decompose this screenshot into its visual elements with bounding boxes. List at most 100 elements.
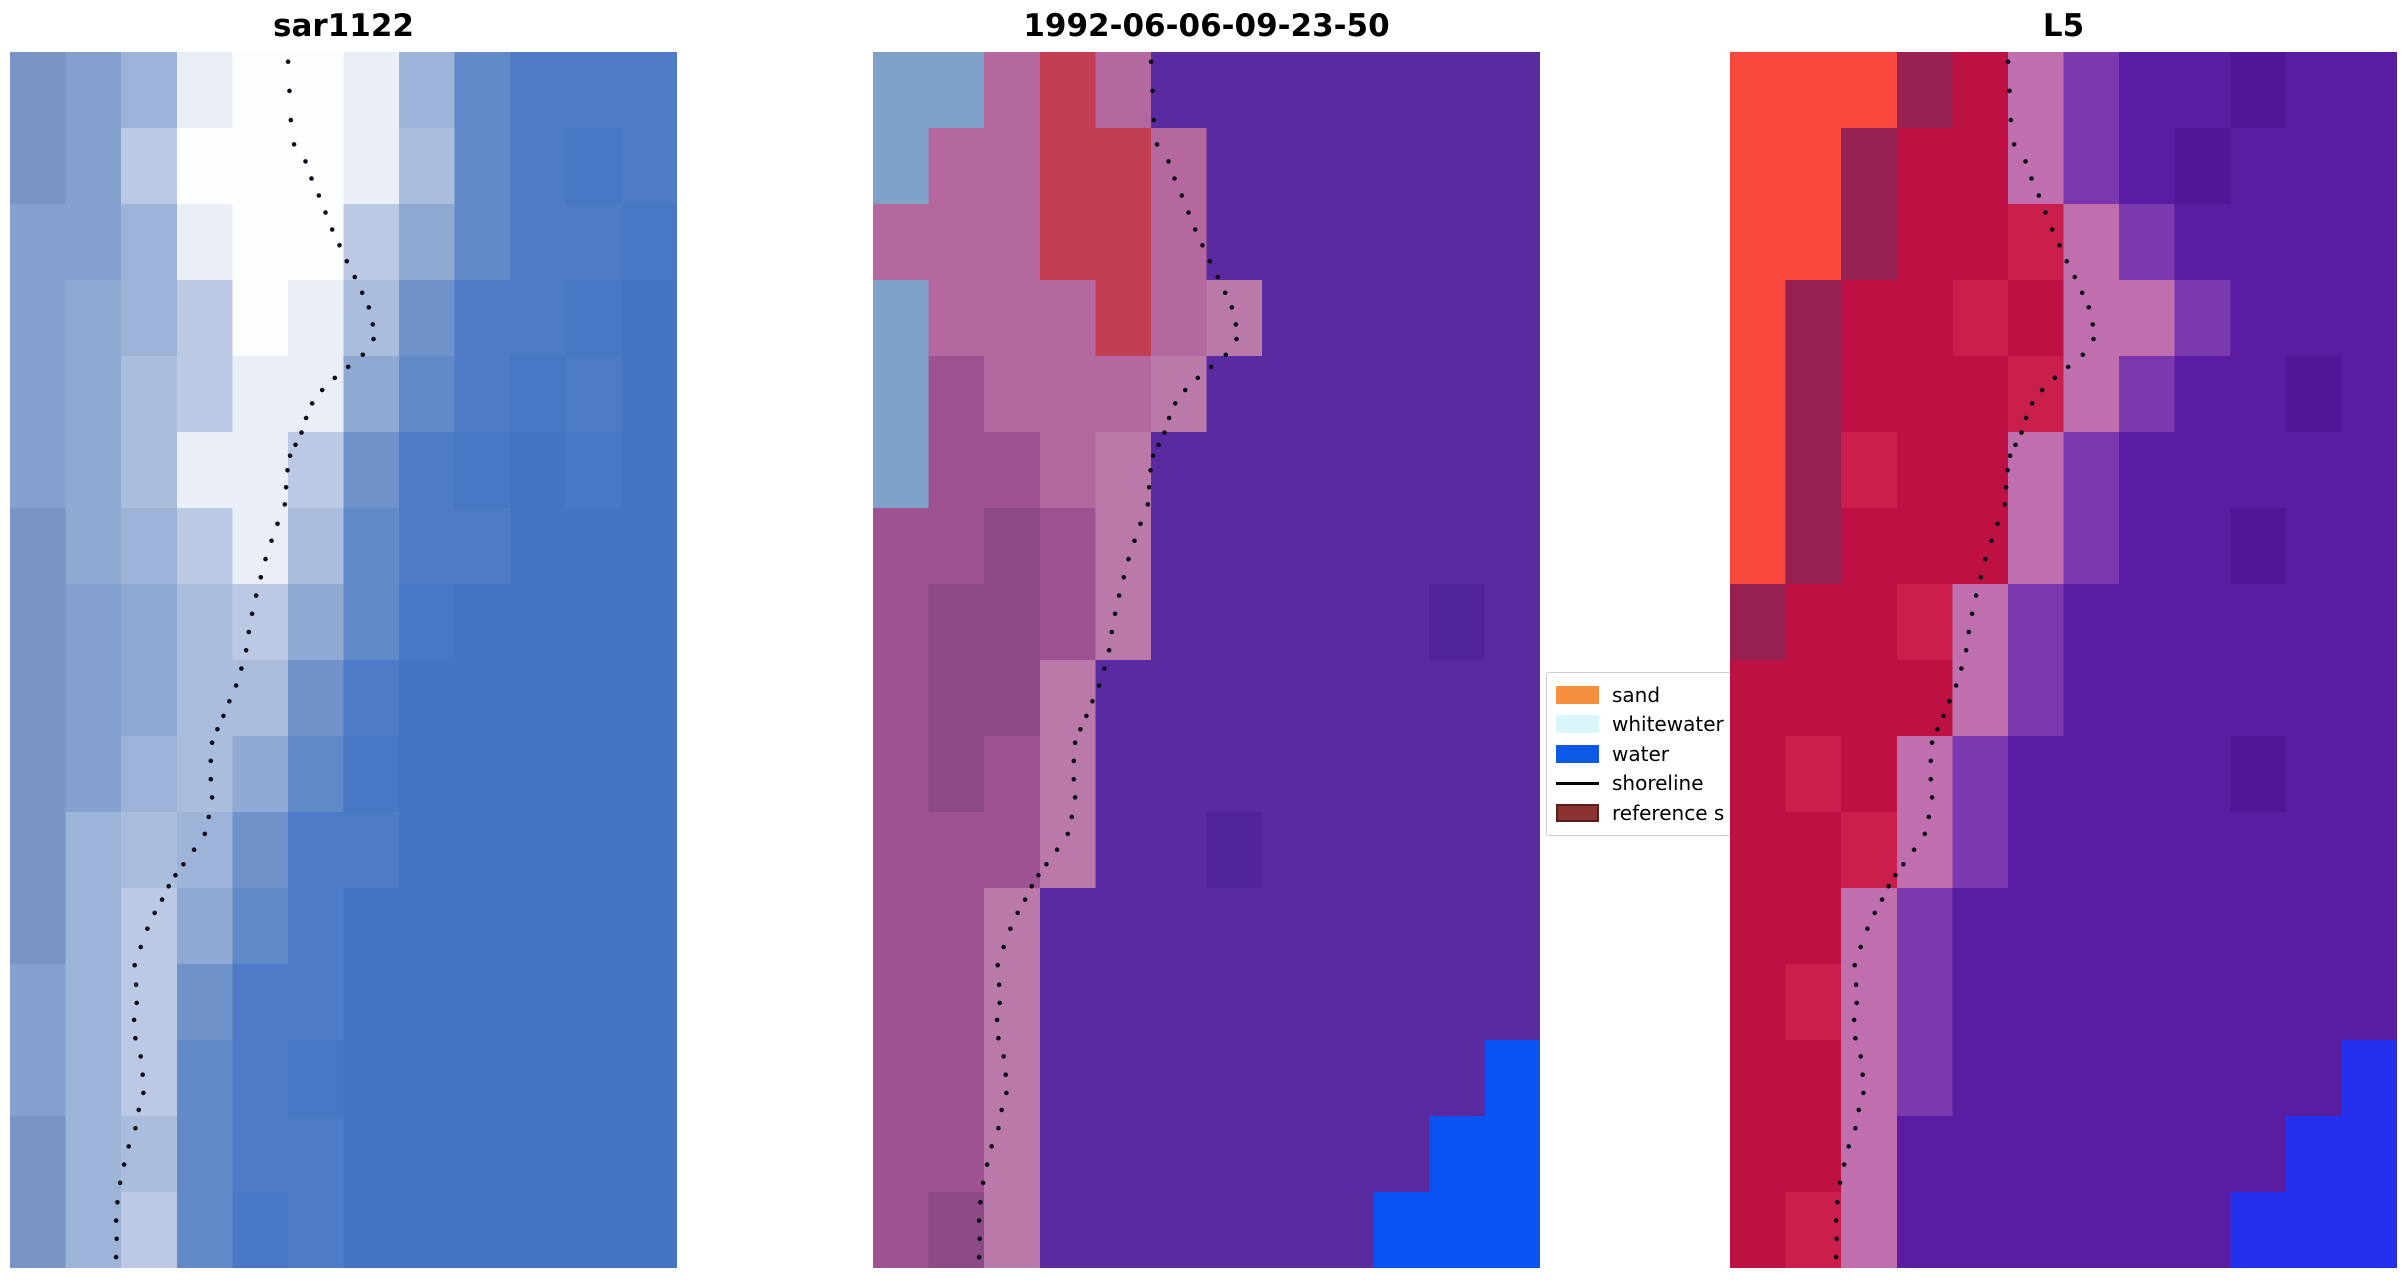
l5-image	[1730, 52, 2397, 1268]
panel-l5	[1730, 52, 2397, 1268]
legend-color-swatch	[1556, 715, 1599, 734]
shoreline-dot	[1846, 1144, 1851, 1149]
legend-line-swatch	[1556, 781, 1599, 785]
shoreline-dot	[1854, 1000, 1859, 1006]
shoreline-dot	[152, 910, 157, 916]
shoreline-dot	[2039, 387, 2045, 393]
shoreline-dot	[2052, 375, 2058, 381]
shoreline-dot	[303, 415, 309, 421]
shoreline-dot	[1179, 193, 1185, 198]
shoreline-dot	[1072, 795, 1078, 800]
shoreline-dot	[117, 1180, 123, 1186]
shoreline-dot	[1151, 117, 1157, 123]
shoreline-dot	[995, 962, 1000, 968]
legend-item-shoreline: shoreline	[1556, 769, 1875, 799]
shoreline-dot	[2011, 142, 2017, 147]
shoreline-dot	[997, 1000, 1002, 1006]
shoreline-dot	[2013, 442, 2018, 448]
shoreline-dot	[2007, 88, 2012, 94]
panel-title-date: 1992-06-06-09-23-50	[1023, 8, 1390, 44]
shoreline-dot	[2005, 468, 2010, 473]
shoreline-dot	[2057, 243, 2062, 248]
shoreline-dot	[1146, 485, 1152, 490]
shoreline-dot	[140, 1072, 145, 1077]
shoreline-dot	[1065, 831, 1071, 837]
shoreline-dot	[1941, 713, 1946, 719]
shoreline-dot	[1121, 575, 1127, 580]
legend-label: sand	[1612, 682, 1661, 707]
shoreline-dot	[1959, 666, 1964, 671]
shoreline-dot	[309, 176, 314, 181]
shoreline-dot	[1071, 776, 1077, 782]
shoreline-dot	[215, 727, 220, 732]
shoreline-dot	[1172, 401, 1178, 406]
shoreline-dot	[976, 1254, 982, 1260]
shoreline-dot	[2079, 290, 2085, 296]
shoreline-dot	[1036, 872, 1041, 878]
shoreline-dot	[1886, 883, 1891, 889]
shoreline-dot	[239, 666, 244, 671]
shoreline-dot	[1182, 387, 1188, 393]
shoreline-dot	[1200, 243, 1205, 248]
shoreline-dot	[2036, 193, 2042, 198]
legend-color-swatch	[1556, 685, 1599, 704]
shoreline-dot	[344, 258, 350, 264]
shoreline-dot	[285, 59, 291, 64]
shoreline-dot	[1069, 814, 1075, 820]
legend-label: shoreline	[1612, 771, 1704, 796]
shoreline-dot	[1192, 227, 1198, 232]
shoreline-dot	[1853, 1035, 1858, 1041]
shoreline-dot	[1928, 776, 1934, 782]
shoreline-dot	[1054, 847, 1060, 852]
shoreline-dot	[209, 795, 215, 800]
shoreline-dot	[159, 897, 165, 902]
shoreline-dot	[1856, 1107, 1861, 1113]
shoreline-dot	[249, 611, 255, 617]
shoreline-dot	[138, 944, 143, 950]
shoreline-dot	[208, 776, 214, 782]
shoreline-dot	[113, 1254, 119, 1260]
shoreline-dot	[1872, 910, 1877, 916]
shoreline-dot	[2005, 59, 2011, 64]
shoreline-dot	[1166, 159, 1171, 164]
shoreline-dot	[319, 387, 325, 393]
shoreline-dot	[166, 883, 171, 889]
shoreline-dot	[360, 352, 366, 358]
shoreline-dot	[113, 1218, 119, 1223]
shoreline-dot	[287, 453, 293, 459]
shoreline-dot	[132, 962, 137, 968]
shoreline-dot	[1148, 59, 1154, 64]
shoreline-dot	[288, 117, 294, 123]
shoreline-dot	[996, 982, 1002, 987]
legend-label: whitewater	[1612, 712, 1724, 737]
shoreline-dot	[121, 1162, 127, 1167]
shoreline-dot	[1935, 727, 1940, 732]
shoreline-dot	[1865, 926, 1870, 931]
shoreline-dot	[287, 88, 292, 94]
shoreline-dot	[1879, 897, 1885, 902]
shoreline-dot	[1008, 926, 1013, 931]
shoreline-dot	[133, 1035, 138, 1041]
shoreline-dot	[1126, 556, 1131, 562]
shoreline-dot	[134, 1000, 139, 1006]
shoreline-dot	[1172, 176, 1177, 181]
panel-title-l5: L5	[2042, 8, 2085, 44]
shoreline-dot	[1150, 453, 1156, 459]
shoreline-dot	[316, 193, 322, 198]
shoreline-dot	[1837, 1180, 1843, 1186]
shoreline-dot	[1223, 352, 1229, 358]
shoreline-dot	[145, 926, 150, 931]
shoreline-dot	[1978, 575, 1984, 580]
shoreline-dot	[181, 862, 186, 867]
shoreline-dot	[291, 142, 297, 147]
shoreline-dot	[994, 1017, 1000, 1023]
panel-title-sar1122: sar1122	[273, 8, 414, 44]
shoreline-dot	[1969, 611, 1975, 617]
shoreline-dot	[115, 1200, 120, 1205]
shoreline-dot	[2008, 117, 2014, 123]
shoreline-dot	[1861, 1090, 1866, 1096]
shoreline-dot	[2086, 305, 2092, 310]
shoreline-dot	[1983, 556, 1988, 562]
shoreline-dot	[303, 159, 308, 164]
shoreline-dot	[209, 740, 215, 745]
